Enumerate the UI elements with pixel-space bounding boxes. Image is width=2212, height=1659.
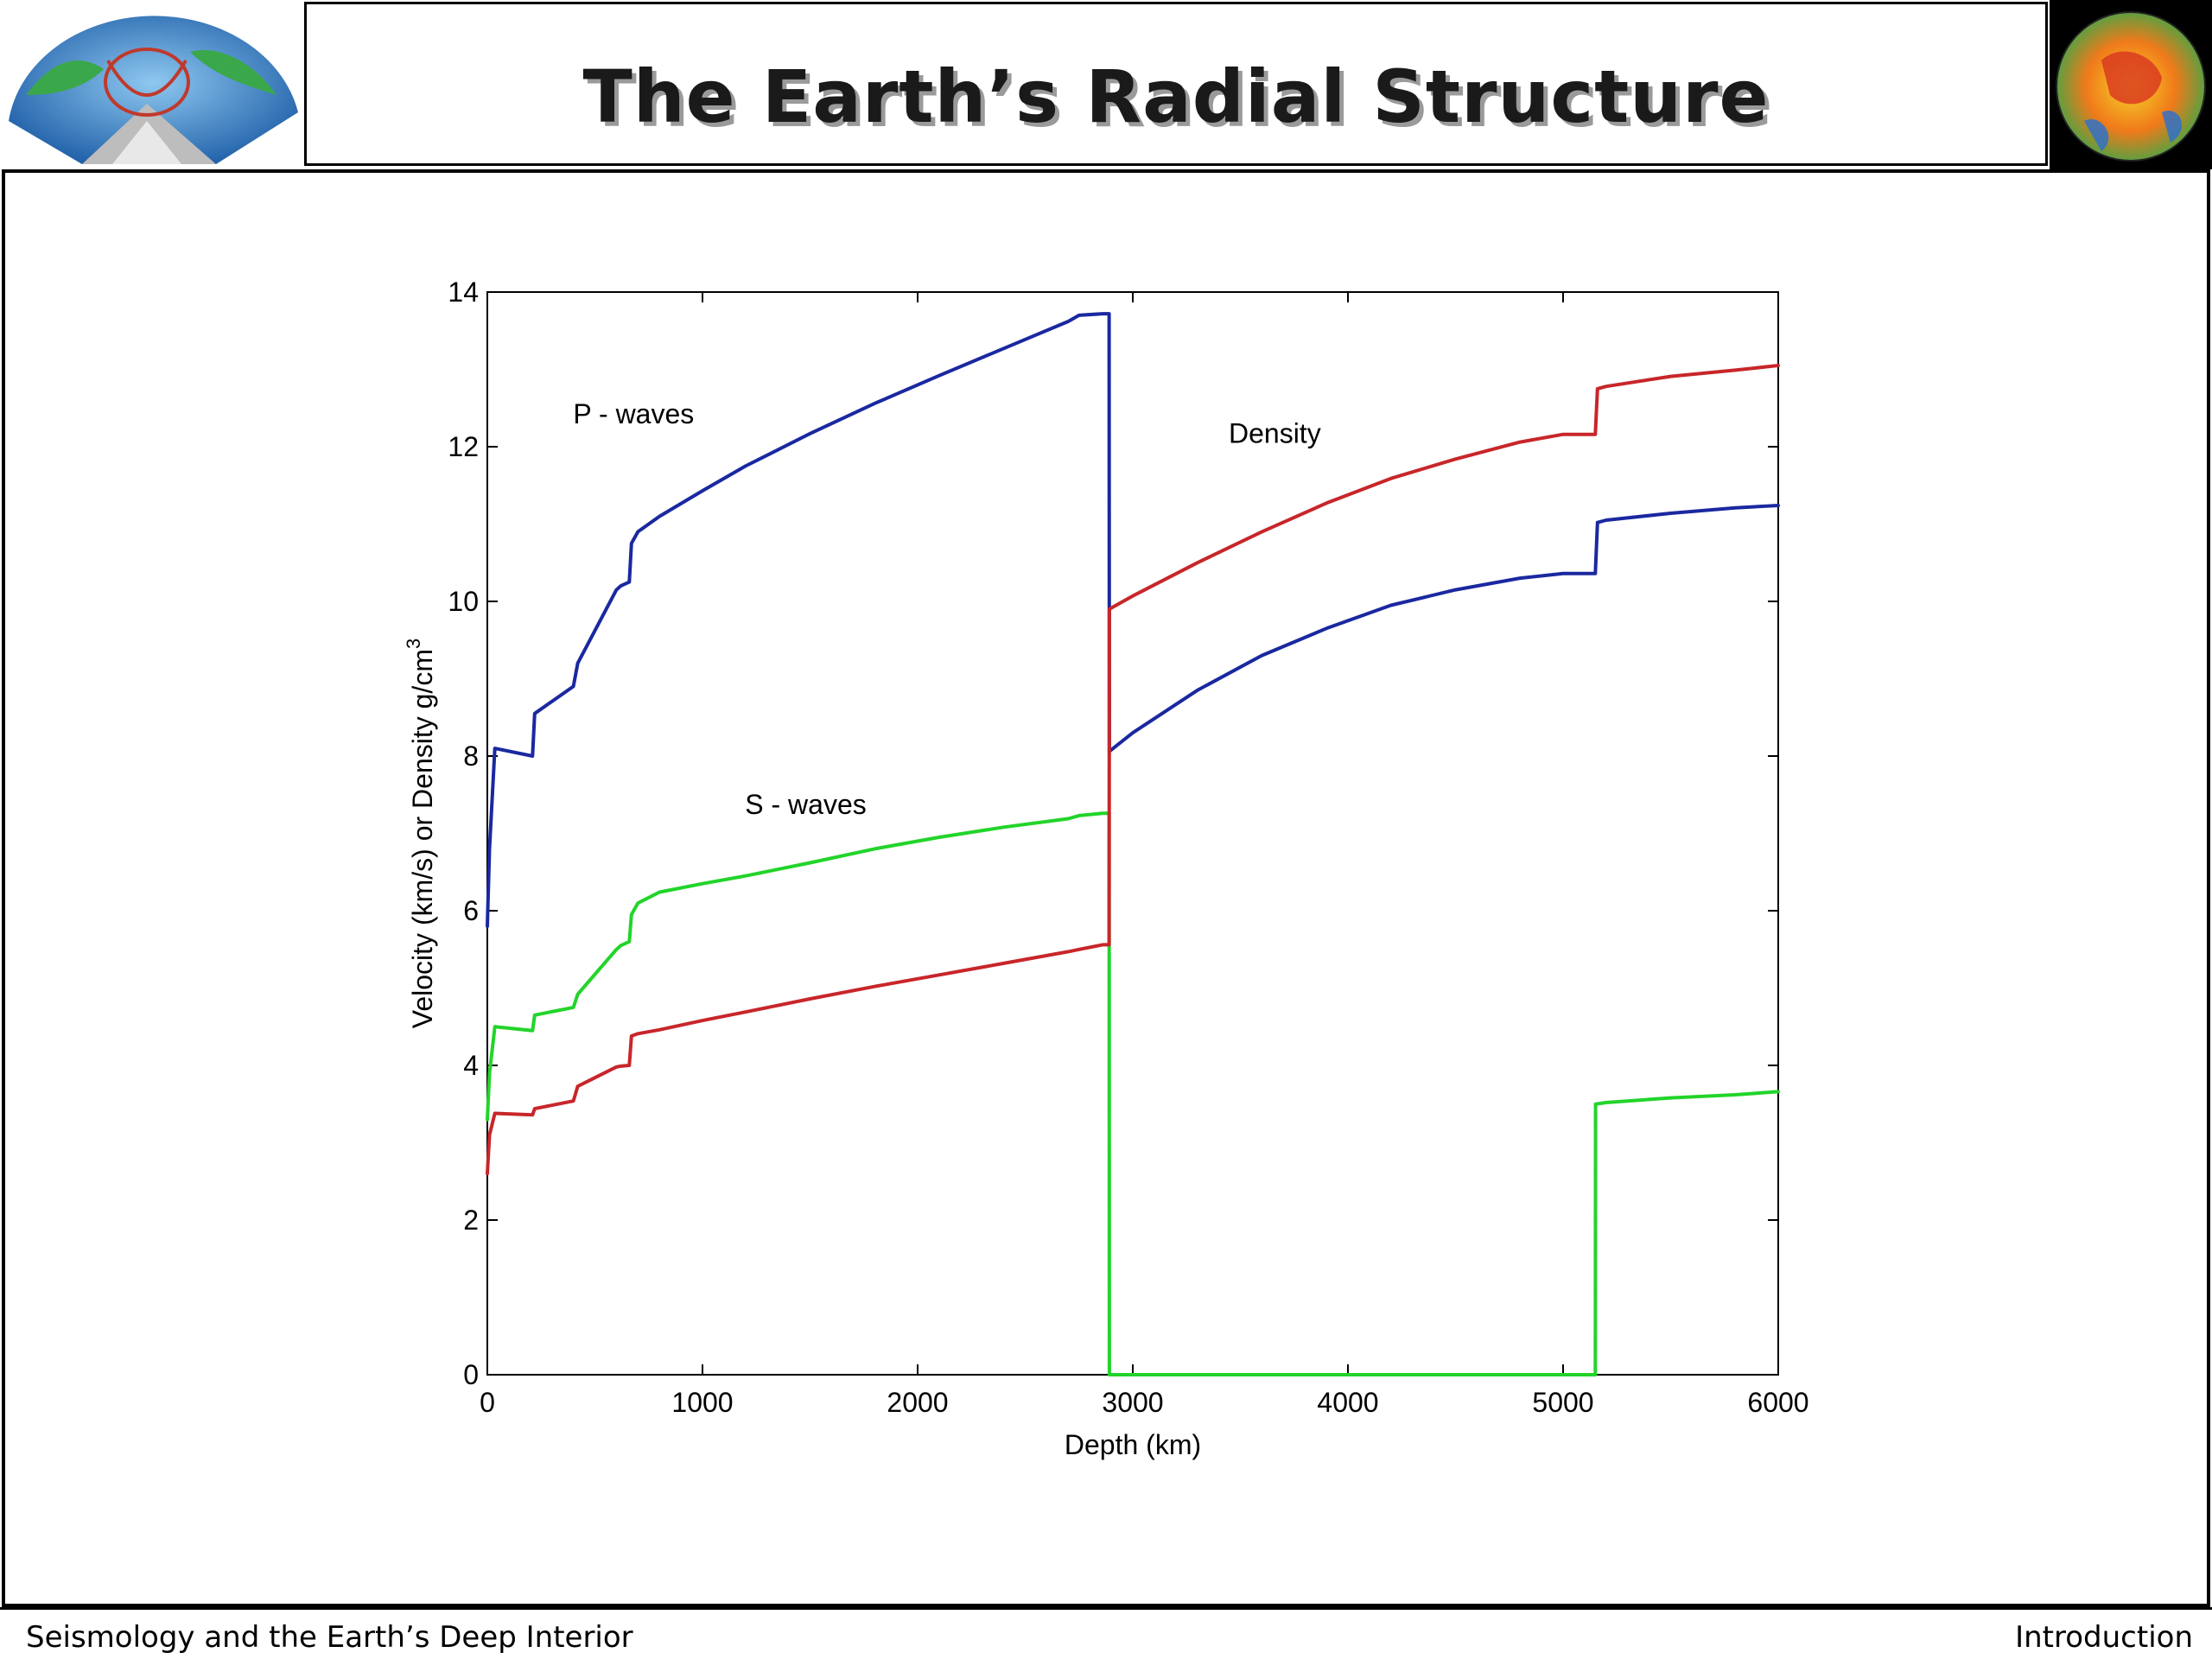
y-tick-label: 6 bbox=[463, 895, 479, 926]
y-tick-label: 10 bbox=[448, 586, 479, 617]
x-axis-title: Depth (km) bbox=[1065, 1429, 1201, 1460]
series-line-1 bbox=[486, 811, 1780, 1376]
slide-content-frame bbox=[2, 169, 2210, 1607]
footer-section: Introduction bbox=[2015, 1620, 2193, 1655]
y-tick-label: 14 bbox=[448, 276, 479, 308]
x-tick-label: 2000 bbox=[887, 1387, 948, 1418]
annotation-label: P - waves bbox=[573, 398, 694, 429]
plot-frame bbox=[486, 291, 1779, 1376]
footer-course-title: Seismology and the Earth’s Deep Interior bbox=[26, 1620, 633, 1655]
y-tick-label: 4 bbox=[463, 1050, 479, 1081]
x-tick-label: 6000 bbox=[1747, 1387, 1808, 1418]
earth-cutaway-logo bbox=[0, 0, 302, 169]
annotation-label: Density bbox=[1229, 418, 1321, 449]
chart-series bbox=[486, 312, 1780, 1376]
annotation-label: S - waves bbox=[745, 789, 866, 820]
x-tick-label: 1000 bbox=[671, 1387, 733, 1418]
y-axis-title: Velocity (km/s) or Density g/cm3 bbox=[403, 639, 438, 1028]
x-tick-label: 0 bbox=[480, 1387, 495, 1418]
chart-labels: Depth (km) Velocity (km/s) or Density g/c… bbox=[403, 398, 1321, 1460]
y-axis-title-text: Velocity (km/s) or Density g/cm bbox=[407, 649, 438, 1028]
slide-footer: Seismology and the Earth’s Deep Interior… bbox=[0, 1607, 2212, 1659]
y-tick-label: 8 bbox=[463, 741, 479, 772]
title-banner: The Earth’s Radial Structure bbox=[304, 2, 2048, 166]
x-tick-label: 5000 bbox=[1532, 1387, 1593, 1418]
y-tick-label: 2 bbox=[463, 1205, 479, 1236]
x-tick-label: 4000 bbox=[1317, 1387, 1378, 1418]
chart-axes: 0 1000 2000 3000 4000 5000 6000 0 2 4 6 8 10 12 14 bbox=[448, 276, 1808, 1418]
series-line-2 bbox=[486, 364, 1780, 1176]
y-tick-label: 12 bbox=[448, 431, 479, 462]
y-tick-label: 0 bbox=[463, 1359, 479, 1390]
x-tick-label: 3000 bbox=[1102, 1387, 1163, 1418]
series-line-0 bbox=[486, 312, 1780, 928]
slide-title: The Earth’s Radial Structure bbox=[582, 54, 1770, 139]
y-axis-title-superscript: 3 bbox=[403, 639, 424, 649]
tomography-globe-logo bbox=[2050, 0, 2212, 169]
